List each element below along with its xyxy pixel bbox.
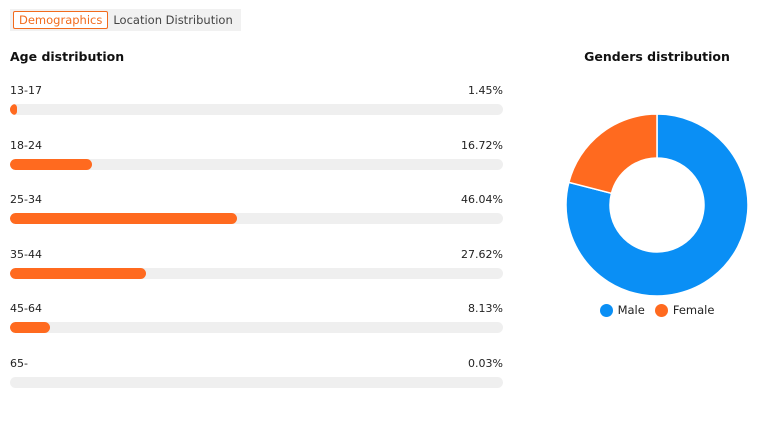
tab-demographics[interactable]: Demographics xyxy=(13,11,109,29)
age-bar-fill xyxy=(10,213,237,224)
age-range-label: 13-17 xyxy=(10,84,42,97)
age-row: 18-24 16.72% xyxy=(10,139,503,194)
age-percent-label: 16.72% xyxy=(461,138,503,152)
age-row: 13-17 1.45% xyxy=(10,84,503,139)
age-bar-track xyxy=(10,376,503,388)
age-range-label: 65- xyxy=(10,356,28,370)
age-range-label: 25-34 xyxy=(10,193,42,206)
age-range-label: 45-64 xyxy=(10,302,42,315)
age-row: 35-44 27.62% xyxy=(10,248,503,303)
age-row: 25-34 46.04% xyxy=(10,193,503,248)
age-percent-label: 8.13% xyxy=(468,302,503,315)
legend-item-female[interactable]: Female xyxy=(654,303,715,317)
age-percent-label: 1.45% xyxy=(468,84,503,97)
age-bar-fill xyxy=(10,267,147,279)
donut-slice-male[interactable] xyxy=(565,113,749,297)
legend-dot-male xyxy=(599,303,613,317)
age-range-label: 35-44 xyxy=(10,247,42,261)
legend-label-female: Female xyxy=(672,303,715,317)
age-bar-fill xyxy=(10,158,93,170)
age-row: 65- 0.03% xyxy=(10,357,503,412)
legend-dot-female xyxy=(654,303,668,317)
age-bar-track xyxy=(10,267,503,279)
age-bar-track xyxy=(10,213,503,224)
legend-item-male[interactable]: Male xyxy=(599,303,645,317)
age-bar-fill xyxy=(10,322,51,333)
age-percent-label: 46.04% xyxy=(461,193,503,206)
age-bar-track xyxy=(10,322,503,333)
age-row: 45-64 8.13% xyxy=(10,302,503,357)
gender-donut-svg xyxy=(565,113,749,297)
age-range-label: 18-24 xyxy=(10,138,42,152)
legend-label-male: Male xyxy=(617,303,645,317)
tab-location-distribution[interactable]: Location Distribution xyxy=(113,13,233,27)
age-distribution-title: Age distribution xyxy=(10,49,125,64)
tab-bar: Demographics Location Distribution xyxy=(10,9,241,31)
age-bar-track xyxy=(10,158,503,170)
age-distribution-list: 13-17 1.45% 18-24 16.72% 25-34 46.04% 35… xyxy=(10,84,503,411)
donut-slice-female[interactable] xyxy=(567,113,658,195)
age-percent-label: 0.03% xyxy=(468,356,503,370)
age-bar-track xyxy=(10,104,503,115)
genders-distribution-title: Genders distribution xyxy=(584,49,730,64)
gender-donut-chart xyxy=(565,113,749,297)
age-bar-fill xyxy=(10,104,18,115)
gender-legend: Male Female xyxy=(566,303,748,317)
age-percent-label: 27.62% xyxy=(461,247,503,261)
